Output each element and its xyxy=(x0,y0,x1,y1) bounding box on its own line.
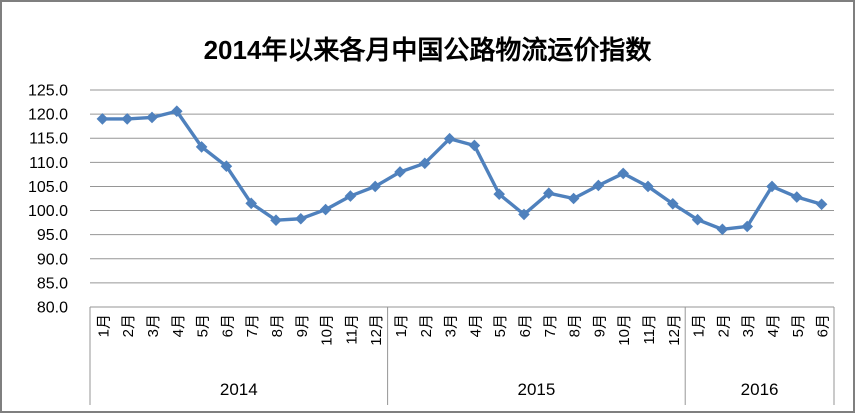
data-point-marker xyxy=(443,132,456,145)
x-axis-month-label: 4月 xyxy=(765,314,782,337)
data-point-marker xyxy=(295,212,307,225)
x-axis-year-label: 2016 xyxy=(741,380,779,399)
data-point-marker xyxy=(815,198,828,211)
x-axis-year-label: 2015 xyxy=(517,380,555,399)
data-point-marker xyxy=(146,111,158,124)
x-axis-month-label: 3月 xyxy=(145,314,162,337)
x-axis-month-label: 3月 xyxy=(740,314,757,337)
data-point-marker xyxy=(319,203,332,216)
data-point-marker xyxy=(96,113,109,125)
x-axis-month-label: 10月 xyxy=(616,314,633,346)
x-axis-month-label: 5月 xyxy=(492,314,509,337)
data-point-marker xyxy=(691,213,704,226)
data-point-marker xyxy=(195,141,208,153)
data-point-marker xyxy=(220,160,233,172)
data-point-marker xyxy=(741,220,753,233)
data-point-marker xyxy=(592,179,605,192)
y-axis-tick-label: 95.0 xyxy=(37,227,68,244)
series-line xyxy=(100,109,824,232)
data-point-marker xyxy=(667,198,679,210)
data-point-marker xyxy=(716,223,729,236)
x-axis-month-label: 8月 xyxy=(567,314,584,337)
data-point-marker xyxy=(468,139,481,152)
x-axis-month-label: 6月 xyxy=(517,314,534,337)
data-point-marker xyxy=(419,157,431,170)
x-axis-month-label: 4月 xyxy=(467,314,484,337)
x-axis-month-label: 2月 xyxy=(715,314,732,337)
x-axis-month-label: 3月 xyxy=(443,314,460,337)
x-axis-month-label: 9月 xyxy=(294,314,311,337)
x-axis-month-label: 7月 xyxy=(542,314,559,337)
y-axis-tick-label: 80.0 xyxy=(37,300,68,317)
x-axis-month-label: 7月 xyxy=(244,314,261,337)
y-axis-tick-label: 125.0 xyxy=(28,83,68,100)
data-point-marker xyxy=(270,214,282,226)
x-axis-month-label: 9月 xyxy=(591,314,608,337)
x-axis-month-label: 5月 xyxy=(790,314,807,337)
x-axis-month-label: 5月 xyxy=(195,314,212,337)
data-point-marker xyxy=(617,167,629,180)
data-point-marker xyxy=(245,197,257,210)
x-axis-month-label: 8月 xyxy=(269,314,286,337)
data-point-marker xyxy=(543,187,555,199)
y-axis-tick-label: 100.0 xyxy=(28,203,68,220)
y-axis-tick-label: 110.0 xyxy=(29,155,68,172)
x-axis-month-label: 2月 xyxy=(418,314,435,337)
data-point-marker xyxy=(369,180,381,193)
data-point-marker xyxy=(567,192,580,205)
y-axis-tick-label: 85.0 xyxy=(37,275,68,292)
data-point-marker xyxy=(344,190,357,202)
y-axis-tick-label: 120.0 xyxy=(28,107,68,124)
data-point-marker xyxy=(171,105,183,118)
x-axis-month-label: 11月 xyxy=(641,314,658,345)
x-axis-year-label: 2014 xyxy=(220,380,258,399)
x-axis-month-label: 6月 xyxy=(219,314,236,337)
data-point-marker xyxy=(493,188,505,200)
x-axis-month-label: 12月 xyxy=(666,314,683,346)
data-point-marker xyxy=(791,191,803,203)
data-point-marker xyxy=(766,180,778,193)
y-axis-tick-label: 115.0 xyxy=(29,131,68,148)
x-axis-month-label: 4月 xyxy=(170,314,187,337)
y-axis-tick-label: 105.0 xyxy=(28,179,68,196)
chart-title: 2014年以来各月中国公路物流运价指数 xyxy=(203,35,652,65)
data-point-marker xyxy=(394,166,406,178)
data-point-marker xyxy=(121,113,133,125)
x-axis-month-label: 2月 xyxy=(120,314,137,337)
x-axis-month-label: 1月 xyxy=(95,314,112,337)
data-point-marker xyxy=(642,180,654,193)
x-axis-month-label: 6月 xyxy=(815,314,832,337)
x-axis-month-label: 1月 xyxy=(691,314,708,337)
x-axis-month-label: 11月 xyxy=(343,314,360,345)
data-point-marker xyxy=(518,208,530,221)
x-axis-month-label: 12月 xyxy=(368,314,385,346)
y-axis-tick-label: 90.0 xyxy=(37,251,68,268)
x-axis-month-label: 1月 xyxy=(393,314,410,337)
x-axis-month-label: 10月 xyxy=(319,314,336,346)
